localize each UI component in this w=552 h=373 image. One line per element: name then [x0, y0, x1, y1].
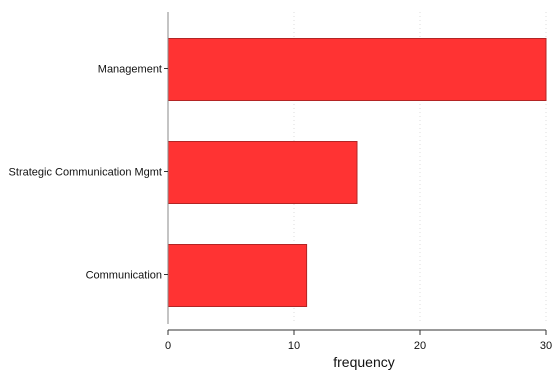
category-labels: Management Strategic Communication Mgmt Co… — [9, 64, 168, 282]
x-tick-label: 30 — [540, 340, 552, 352]
x-axis-title: frequency — [333, 354, 394, 370]
bar — [167, 244, 308, 307]
x-axis-ticks: 0 10 20 30 — [165, 330, 552, 352]
category-label: Strategic Communication Mgmt — [9, 167, 162, 179]
bar — [167, 141, 358, 204]
category-label: Communication — [86, 270, 162, 282]
category-label: Management — [98, 64, 162, 76]
x-tick-label: 10 — [288, 340, 300, 352]
bars — [167, 38, 547, 307]
bar — [167, 38, 547, 101]
x-tick-label: 0 — [165, 340, 171, 352]
x-tick-label: 20 — [414, 340, 426, 352]
